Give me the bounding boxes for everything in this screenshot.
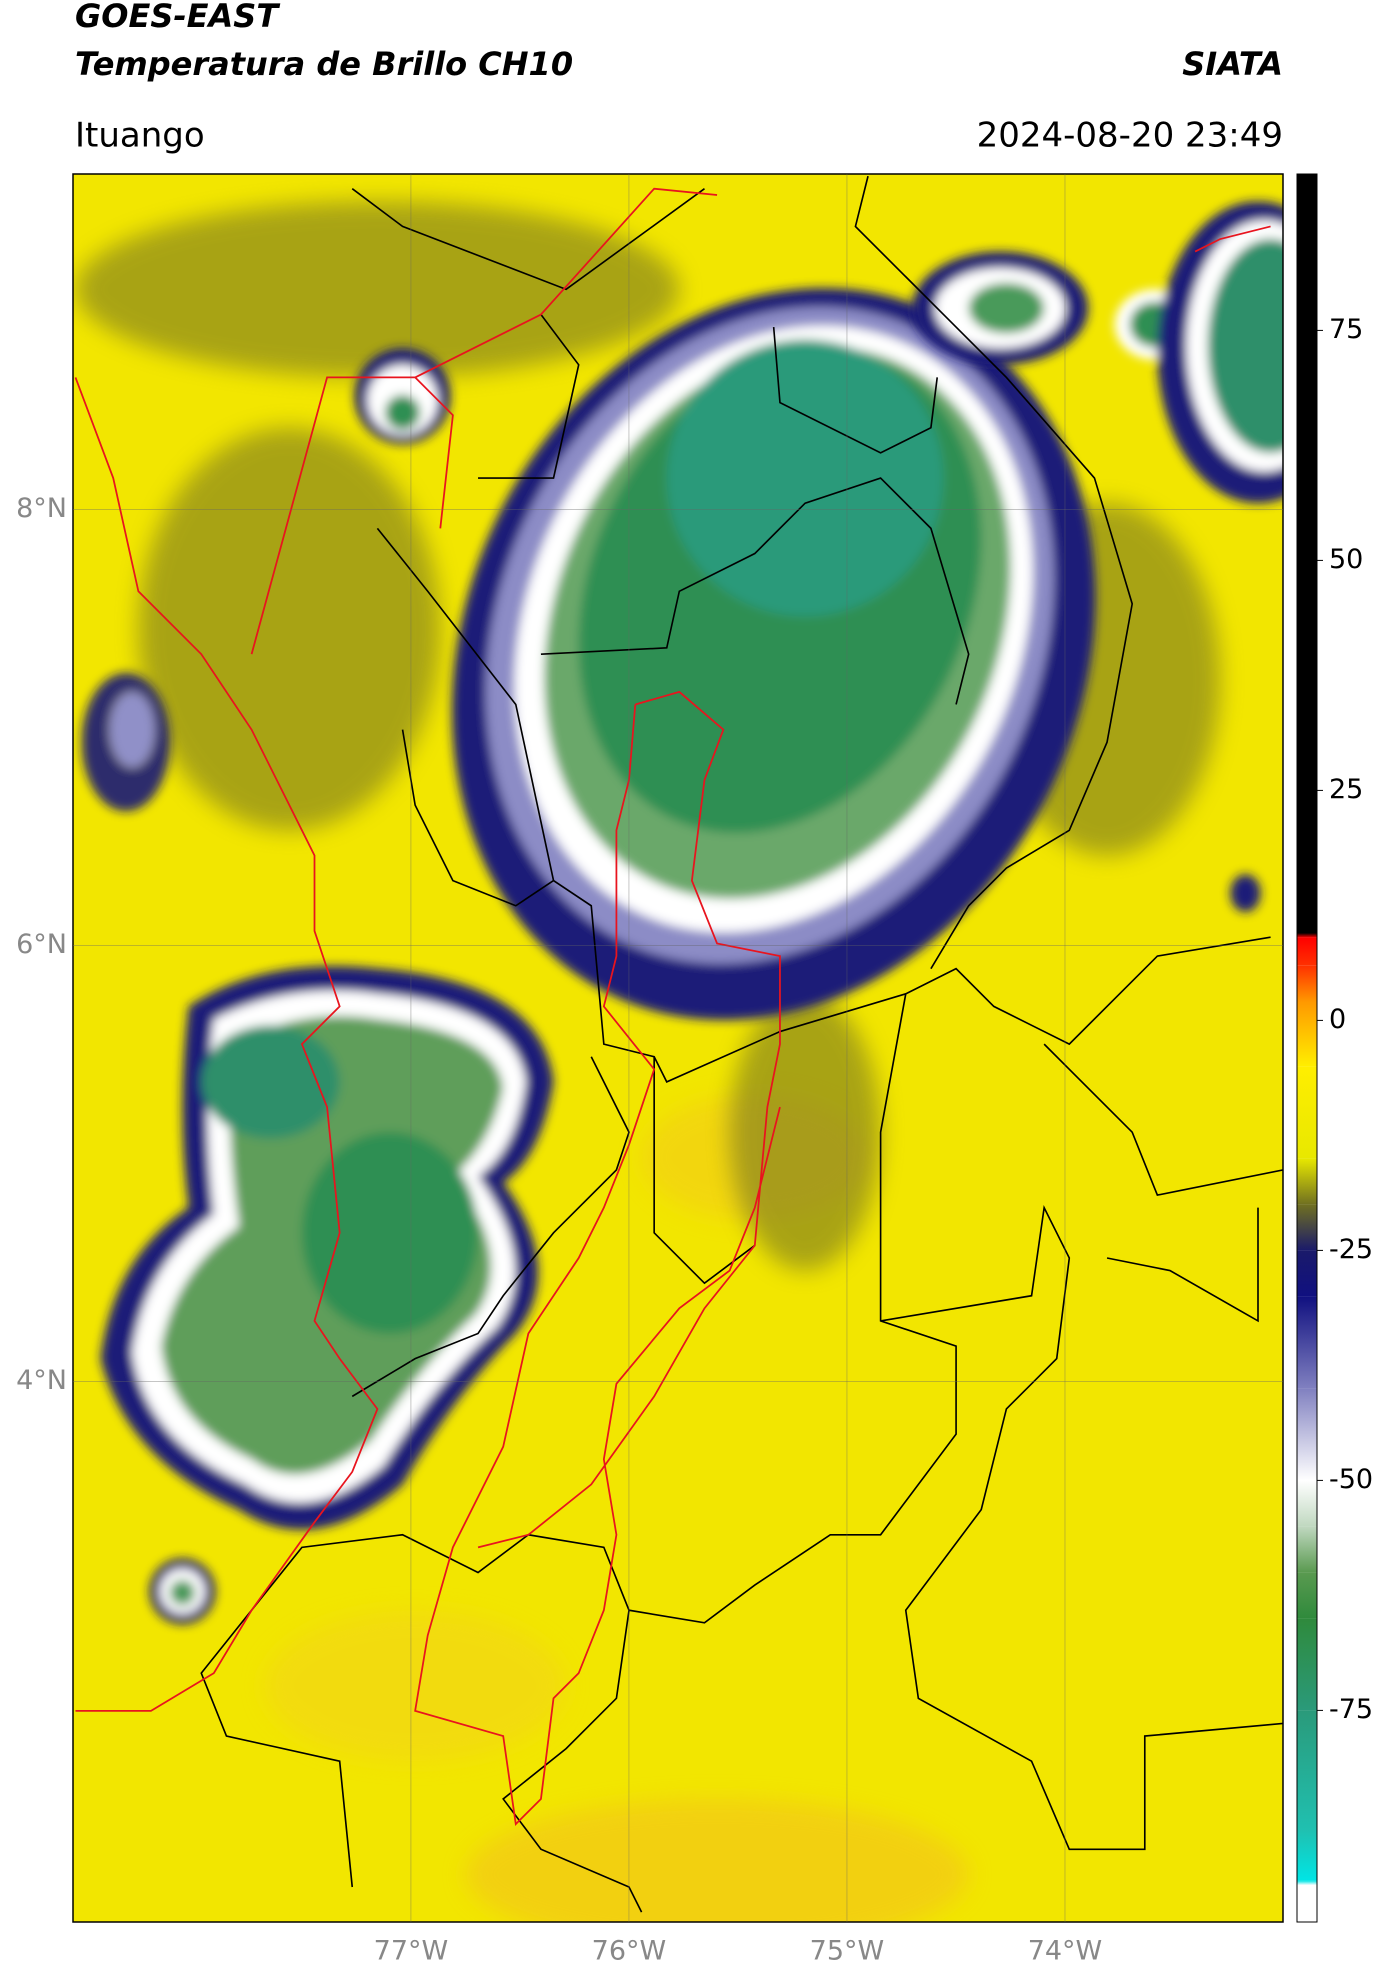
colorbar-segment — [1297, 1480, 1317, 1527]
x-tick-label: 75°W — [810, 1936, 885, 1967]
y-tick-label: 8°N — [16, 493, 67, 524]
colorbar-segment — [1297, 1526, 1317, 1573]
colorbar-tick-label: 25 — [1329, 774, 1363, 805]
colorbar-tick-label: 0 — [1329, 1004, 1346, 1035]
colorbar-segment — [1297, 1710, 1317, 1830]
source: SIATA — [1182, 45, 1283, 83]
colorbar-segment — [1297, 1250, 1317, 1297]
colorbar-segment — [1297, 1830, 1317, 1881]
y-tick-label: 4°N — [16, 1365, 67, 1396]
colorbar-segment — [1297, 1618, 1317, 1711]
map-frame — [72, 173, 1284, 1923]
subtitle: Temperatura de Brillo CH10 — [75, 45, 573, 83]
colorbar-segment — [1297, 1066, 1317, 1159]
colorbar-segment — [1297, 933, 1317, 938]
colorbar-tick-label: -25 — [1329, 1234, 1373, 1265]
location: Ituango — [75, 116, 205, 156]
colorbar-tick-label: 50 — [1329, 544, 1363, 575]
x-tick-label: 76°W — [592, 1936, 667, 1967]
title: GOES-EAST — [75, 0, 280, 35]
colorbar-segment — [1297, 1204, 1317, 1251]
colorbar-segment — [1297, 1158, 1317, 1205]
colorbar-segment — [1297, 1296, 1317, 1389]
x-tick-label: 74°W — [1028, 1936, 1103, 1967]
satellite-image — [73, 174, 1283, 1922]
colorbar-segment — [1297, 1388, 1317, 1481]
y-tick-label: 6°N — [16, 929, 67, 960]
colorbar-tick-label: -75 — [1329, 1694, 1373, 1725]
colorbar-segment — [1297, 937, 1317, 966]
colorbar-tick-label: -50 — [1329, 1464, 1373, 1495]
colorbar-segment — [1297, 1572, 1317, 1619]
colorbar-tick-label: 75 — [1329, 314, 1363, 345]
colorbar-segment — [1297, 1002, 1317, 1067]
colorbar-frame — [1296, 173, 1318, 1923]
colorbar-segment — [1297, 965, 1317, 1002]
datetime: 2024-08-20 23:49 — [977, 116, 1283, 156]
colorbar-segment — [1297, 1880, 1317, 1886]
colorbar-segment — [1297, 174, 1317, 933]
x-tick-label: 77°W — [374, 1936, 449, 1967]
colorbar-segment — [1297, 1885, 1317, 1922]
